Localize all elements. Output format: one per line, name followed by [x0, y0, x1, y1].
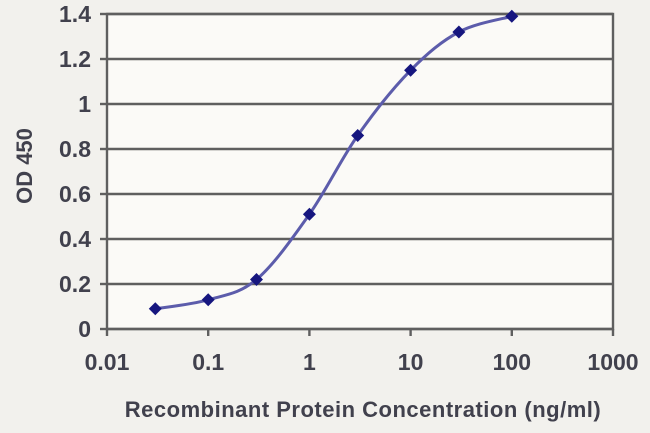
y-tick-label: 0.4	[59, 226, 91, 252]
data-point-marker	[404, 63, 418, 77]
data-point-marker	[249, 273, 263, 286]
data-point-marker	[505, 9, 519, 23]
data-point-marker	[302, 207, 316, 221]
x-axis-title: Recombinant Protein Concentration (ng/ml…	[124, 397, 602, 422]
plot-frame	[105, 12, 615, 331]
x-tick-label: 0.01	[85, 349, 130, 375]
x-tick-label: 10	[398, 349, 424, 375]
x-tick-label: 1000	[587, 349, 638, 375]
y-tick-label: 0.8	[59, 136, 91, 162]
y-tick-label: 0.2	[59, 271, 91, 297]
y-tick-label: 1	[78, 91, 91, 117]
data-point-marker	[201, 293, 215, 307]
series-line	[153, 14, 514, 311]
plot-area	[107, 14, 613, 329]
x-tick-label: 0.1	[192, 349, 224, 375]
data-point-marker	[452, 25, 466, 39]
y-tick-label: 0	[78, 316, 91, 342]
data-point-marker	[148, 302, 162, 316]
x-tick-label: 100	[493, 349, 531, 375]
y-tick-label: 1.2	[59, 46, 91, 72]
x-tick-label: 1	[303, 349, 316, 375]
y-tick-label: 1.4	[59, 1, 91, 27]
y-axis-title: OD 450	[12, 128, 37, 204]
y-tick-label: 0.6	[59, 181, 91, 207]
data-point-marker	[351, 129, 365, 142]
